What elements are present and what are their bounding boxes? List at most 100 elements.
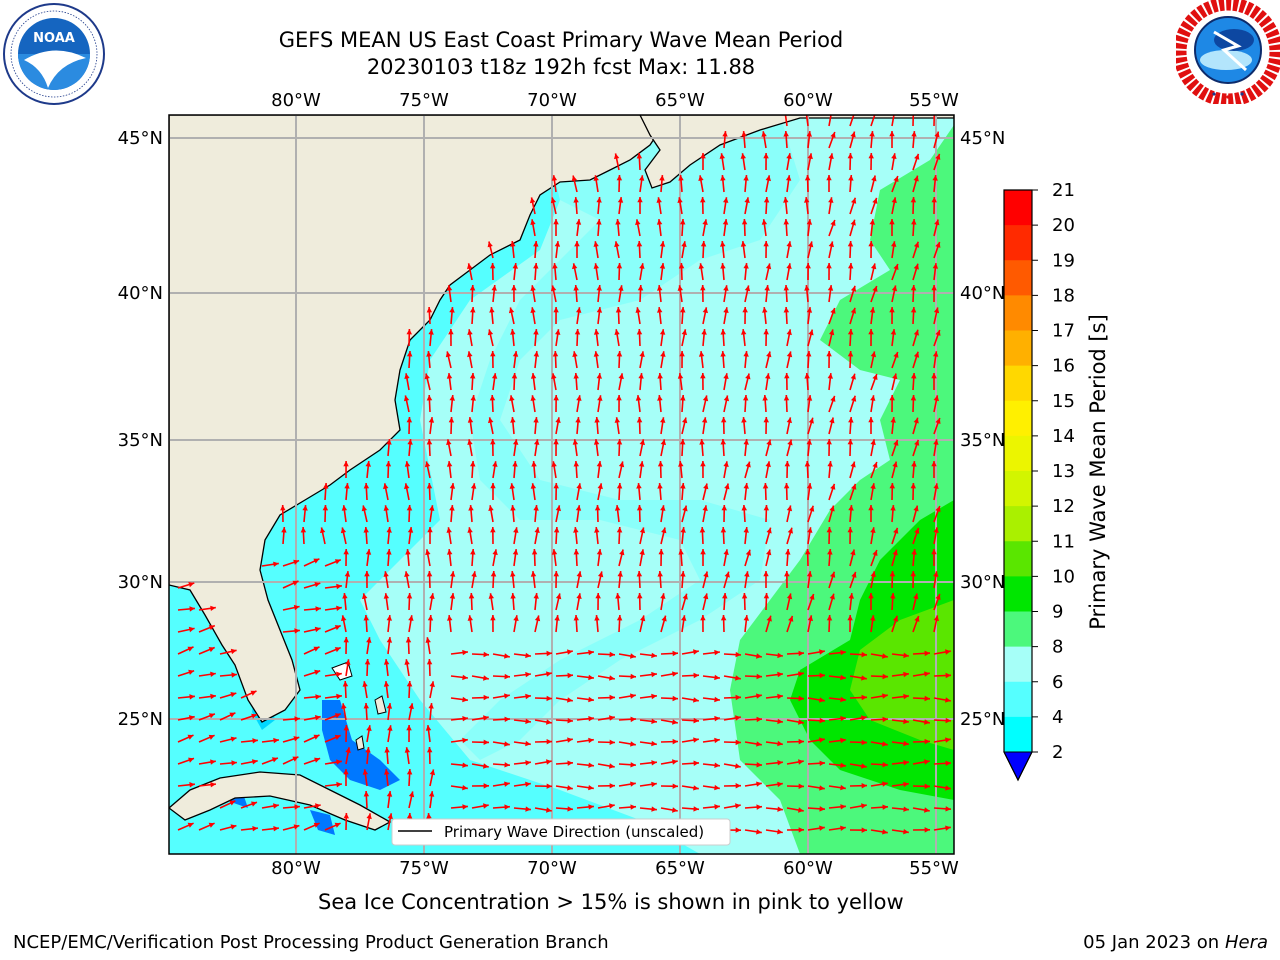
- wave-arrow-head: [661, 527, 667, 534]
- wave-arrow-head: [429, 681, 435, 688]
- wave-arrow-head: [550, 197, 557, 204]
- wave-arrow-head: [551, 285, 557, 292]
- wave-arrow-head: [597, 483, 603, 490]
- wave-arrow-head: [334, 822, 341, 828]
- wave-arrow-head: [314, 626, 321, 633]
- wave-arrow-head: [740, 241, 747, 247]
- wave-arrow-head: [651, 806, 657, 812]
- wave-arrow-head: [362, 769, 369, 775]
- wave-arrow-head: [576, 483, 582, 489]
- wave-arrow-head: [809, 594, 815, 600]
- wave-arrow-head: [525, 740, 531, 747]
- lat-label: 30°N: [118, 572, 163, 593]
- wave-arrow-head: [914, 153, 920, 160]
- wave-arrow-head: [851, 571, 857, 578]
- wave-arrow-head: [636, 417, 643, 423]
- wave-arrow-head: [945, 672, 951, 679]
- colorbar-segment: [1004, 541, 1032, 577]
- wave-arrow-head: [721, 505, 727, 511]
- wave-arrow-head: [932, 263, 939, 269]
- wave-arrow-head: [850, 219, 856, 226]
- wave-arrow-head: [847, 527, 853, 533]
- wave-arrow-head: [462, 649, 468, 656]
- wave-arrow-head: [637, 593, 643, 599]
- wave-arrow-head: [933, 527, 939, 533]
- wave-arrow-head: [576, 395, 582, 401]
- wave-arrow-head: [594, 615, 600, 621]
- wave-arrow-head: [293, 824, 300, 830]
- wave-arrow-head: [630, 804, 636, 810]
- wave-arrow-head: [406, 329, 412, 335]
- wave-arrow-head: [467, 329, 473, 335]
- wave-arrow-head: [636, 505, 643, 511]
- wave-arrow-head: [931, 461, 937, 467]
- colorbar-segment: [1004, 400, 1032, 437]
- wave-arrow-head: [893, 439, 899, 446]
- wave-arrow-head: [871, 175, 877, 182]
- wave-arrow-head: [933, 439, 939, 445]
- wave-arrow-head: [861, 783, 867, 789]
- wave-arrow-head: [449, 395, 455, 401]
- wave-arrow-head: [483, 763, 489, 769]
- wave-arrow-head: [462, 762, 468, 768]
- wave-arrow-head: [889, 219, 895, 225]
- wave-arrow-head: [741, 219, 748, 225]
- wave-arrow-head: [364, 659, 371, 665]
- wave-arrow-head: [882, 762, 888, 768]
- wave-arrow-head: [911, 461, 917, 467]
- wave-arrow-head: [448, 329, 454, 335]
- wave-arrow-head: [893, 352, 899, 358]
- wave-arrow-head: [609, 694, 615, 701]
- wave-arrow-head: [763, 571, 769, 577]
- wave-arrow-head: [932, 175, 938, 181]
- wave-arrow-head: [702, 307, 708, 314]
- wave-arrow-head: [546, 807, 552, 813]
- wave-arrow-head: [588, 696, 594, 703]
- wave-arrow-head: [336, 781, 342, 788]
- wave-arrow-head: [914, 527, 920, 534]
- wave-arrow-head: [840, 762, 846, 768]
- wave-arrow-head: [386, 527, 392, 533]
- wave-arrow-head: [659, 175, 665, 181]
- wave-arrow-head: [341, 703, 347, 709]
- wave-arrow-head: [882, 804, 888, 810]
- wave-arrow-head: [404, 483, 410, 490]
- wave-arrow-head: [889, 395, 895, 401]
- wave-arrow-head: [935, 418, 941, 424]
- wave-arrow-head: [741, 131, 747, 137]
- wave-arrow-head: [489, 307, 495, 313]
- wave-arrow-head: [406, 769, 413, 775]
- wave-arrow-head: [693, 672, 699, 679]
- lon-label: 70°W: [527, 858, 577, 879]
- wave-arrow-head: [292, 756, 299, 762]
- lat-labels-right: 45°N 40°N 35°N 30°N 25°N: [960, 128, 1005, 730]
- wave-arrow-head: [488, 505, 494, 511]
- wave-arrow-head: [788, 615, 794, 622]
- colorbar-segment: [1004, 506, 1032, 542]
- wave-arrow-head: [553, 219, 559, 225]
- wave-arrow-head: [892, 461, 898, 468]
- wave-arrow-head: [933, 307, 940, 314]
- wave-arrow-head: [534, 615, 541, 622]
- wave-arrow-head: [593, 351, 600, 357]
- wave-arrow-head: [679, 439, 686, 445]
- colorbar-tick-label: 16: [1052, 356, 1075, 377]
- wave-arrow-head: [735, 651, 741, 658]
- wave-arrow-head: [681, 241, 687, 247]
- wave-arrow-head: [903, 806, 909, 812]
- wave-arrow-head: [889, 571, 896, 577]
- wave-arrow-head: [756, 762, 762, 768]
- wave-arrow-head: [313, 558, 320, 564]
- wave-arrow-head: [575, 219, 582, 225]
- wave-arrow-head: [806, 395, 813, 401]
- wave-arrow-head: [210, 782, 216, 788]
- wave-arrow-head: [366, 637, 372, 643]
- colorbar-tick-label: 4: [1052, 707, 1063, 728]
- wave-arrow-head: [553, 307, 559, 313]
- wave-arrow-head: [470, 549, 476, 555]
- wave-arrow-head: [366, 725, 372, 731]
- wave-arrow-head: [720, 175, 726, 181]
- lat-label: 45°N: [960, 128, 1005, 149]
- wave-arrow-head: [903, 740, 909, 747]
- wave-arrow-head: [468, 593, 475, 599]
